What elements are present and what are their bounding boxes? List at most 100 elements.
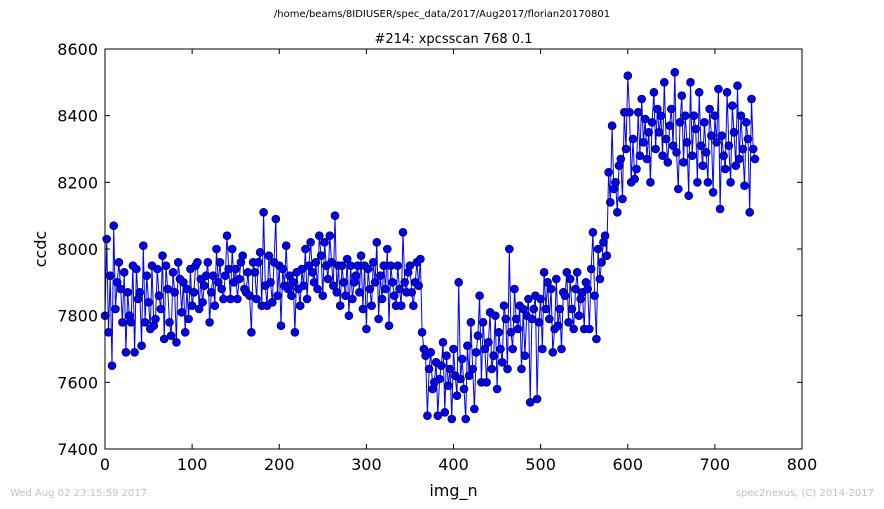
data-point (173, 257, 183, 267)
data-point (104, 327, 113, 337)
data-point (605, 198, 615, 207)
data-point (661, 134, 671, 144)
data-point (461, 414, 471, 424)
data-point (414, 281, 424, 291)
data-point (707, 131, 716, 140)
data-point (585, 324, 594, 334)
data-point (534, 317, 544, 327)
data-point (501, 314, 511, 324)
x-tick-label: 600 (612, 455, 643, 474)
data-point (621, 144, 631, 154)
data-point (443, 381, 453, 391)
data-point (490, 311, 500, 321)
x-tick-label: 700 (700, 455, 731, 474)
data-point (335, 301, 345, 311)
data-point (363, 264, 373, 274)
data-point (673, 184, 683, 194)
data-point (198, 297, 207, 307)
data-point (452, 391, 462, 401)
data-point (341, 291, 350, 301)
data-point (665, 121, 674, 130)
y-tick-label: 7800 (57, 307, 98, 326)
data-point (666, 104, 676, 114)
data-point (508, 344, 518, 354)
data-point (233, 294, 242, 304)
y-tick-label: 8200 (57, 173, 98, 192)
data-point (496, 344, 505, 354)
data-point (700, 118, 709, 127)
data-point (724, 141, 734, 150)
axis-ticks: 0 100 200 300 400 500 600 700 800 7400 7600 7800 800… (57, 40, 817, 474)
x-tick-label: 300 (351, 455, 382, 474)
data-point (701, 148, 711, 157)
data-point (618, 194, 627, 204)
data-point (311, 257, 321, 267)
data-point (637, 94, 647, 104)
data-point (492, 384, 502, 394)
data-point (126, 317, 136, 327)
data-point (447, 414, 457, 424)
data-point (471, 347, 481, 357)
x-tick-label: 400 (438, 455, 469, 474)
data-point (416, 254, 425, 264)
data-point (592, 334, 601, 344)
data-point (382, 244, 392, 254)
data-point (734, 154, 744, 164)
data-point (374, 314, 383, 324)
data-point (698, 161, 708, 170)
data-point (691, 124, 701, 134)
data-point (646, 178, 655, 187)
series-line (104, 72, 756, 420)
data-point (368, 257, 378, 267)
data-point (644, 128, 654, 137)
data-point (633, 108, 643, 117)
data-point (351, 271, 361, 281)
y-tick-label: 8400 (57, 107, 98, 126)
data-point (112, 277, 122, 287)
data-point (304, 261, 314, 271)
data-point (313, 284, 322, 294)
data-point (560, 291, 570, 301)
data-point (187, 301, 197, 311)
data-point (543, 277, 552, 287)
data-point (473, 331, 483, 341)
data-point (729, 128, 739, 137)
y-tick-label: 7400 (57, 440, 98, 459)
data-point (417, 327, 427, 337)
data-point (653, 104, 662, 114)
data-point (743, 134, 753, 144)
data-point (132, 264, 141, 274)
data-point (166, 331, 176, 341)
y-tick-label: 7600 (57, 373, 98, 392)
data-point (611, 178, 620, 187)
data-point (623, 71, 633, 80)
data-point (524, 294, 533, 304)
data-point (337, 261, 347, 271)
data-point (409, 301, 418, 311)
data-point (212, 244, 221, 254)
data-point (736, 111, 746, 120)
data-point (487, 364, 497, 374)
data-series-layer (100, 68, 760, 424)
data-point (529, 304, 539, 314)
data-point (271, 214, 281, 224)
data-point (675, 118, 685, 127)
data-point (717, 131, 727, 140)
data-point (482, 377, 491, 387)
data-point (597, 257, 606, 267)
data-point (670, 68, 680, 77)
data-point (658, 151, 667, 160)
data-point (672, 148, 681, 157)
data-point (214, 277, 223, 287)
timestamp-label: Wed Aug 02 23:15:59 2017 (10, 488, 148, 499)
data-point (297, 264, 307, 274)
data-point (696, 141, 706, 150)
data-point (306, 238, 315, 247)
data-point (607, 121, 617, 130)
data-point (499, 301, 509, 311)
data-point (135, 287, 145, 297)
data-point (253, 257, 263, 267)
data-point (316, 251, 326, 260)
data-point (454, 277, 464, 287)
data-point (567, 304, 577, 314)
